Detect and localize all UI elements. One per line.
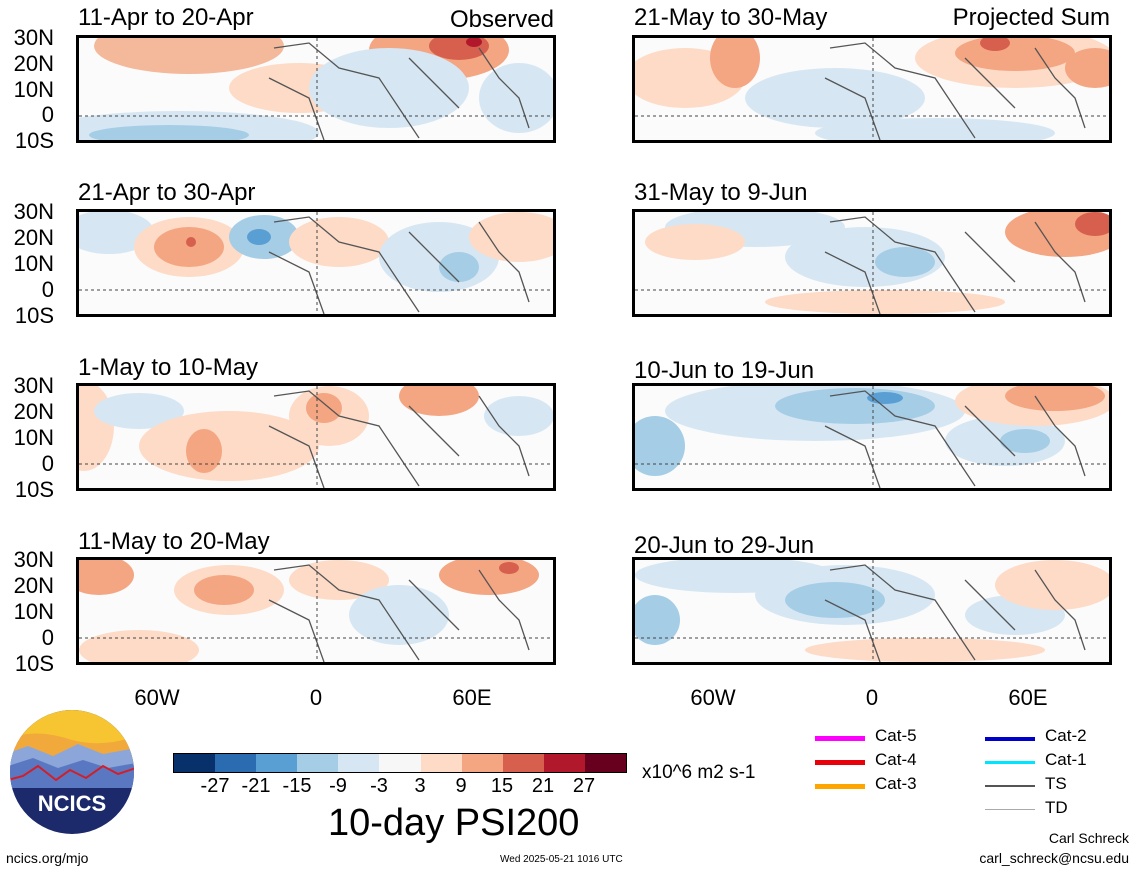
projected-sum-label: Projected Sum [952, 4, 1110, 31]
colorbar-tick: -15 [282, 775, 312, 797]
lon-label: 0 [309, 685, 323, 710]
colorbar-swatch [502, 754, 544, 772]
lon-label: 60E [452, 685, 492, 710]
map-panel [76, 209, 556, 317]
colorbar-tick: 9 [455, 775, 467, 797]
legend-label: Cat-1 [1045, 750, 1087, 769]
colorbar-swatch [256, 754, 298, 772]
lat-label: 0 [41, 102, 54, 127]
lat-label: 10S [14, 128, 54, 153]
footer-url: ncics.org/mjo [6, 850, 89, 866]
legend-line-ts [985, 785, 1035, 787]
map-svg [635, 386, 1109, 488]
legend-line-cat5 [815, 736, 865, 741]
lat-label: 10S [14, 303, 54, 328]
map-svg [79, 212, 553, 314]
colorbar-tick: 21 [531, 775, 555, 797]
colorbar [173, 753, 627, 773]
legend-label: TS [1045, 774, 1067, 793]
footer-timestamp: Wed 2025-05-21 1016 UTC [500, 854, 623, 865]
panel-title: 1-May to 10-May [78, 354, 259, 381]
colorbar-swatch [420, 754, 462, 772]
map-svg [635, 560, 1109, 662]
panel-title: 21-May to 30-May [634, 4, 828, 31]
lat-label: 20N [13, 225, 54, 250]
map-svg [635, 212, 1109, 314]
lat-label: 20N [13, 399, 54, 424]
colorbar-swatch [461, 754, 503, 772]
map-panel [632, 35, 1112, 143]
map-panel [76, 557, 556, 665]
map-panel [632, 209, 1112, 317]
panel-title: 10-Jun to 19-Jun [634, 357, 815, 384]
colorbar-swatch [543, 754, 585, 772]
colorbar-swatch [297, 754, 339, 772]
lat-label: 10N [13, 599, 54, 624]
colorbar-tick: -21 [241, 775, 271, 797]
panel-title: 11-Apr to 20-Apr [78, 4, 254, 31]
legend-label: Cat-4 [875, 750, 917, 769]
logo-svg: NCICS [10, 710, 134, 834]
colorbar-tick: -9 [329, 775, 347, 797]
colorbar-swatch [379, 754, 421, 772]
map-svg [635, 38, 1109, 140]
lat-label: 30N [13, 25, 54, 50]
map-svg [79, 38, 553, 140]
panel-title: 21-Apr to 30-Apr [78, 179, 256, 206]
observed-label: Observed [449, 6, 554, 33]
map-panel [632, 383, 1112, 491]
lat-label: 0 [41, 625, 54, 650]
legend-label: TD [1045, 798, 1068, 817]
map-svg [79, 386, 553, 488]
legend-line-cat4 [815, 760, 865, 765]
panel-title: 20-Jun to 29-Jun [634, 532, 815, 559]
lat-label: 10N [13, 251, 54, 276]
colorbar-units: x10^6 m2 s-1 [642, 762, 756, 783]
legend-label: Cat-2 [1045, 726, 1087, 745]
legend-line-cat2 [985, 737, 1035, 741]
legend-label: Cat-3 [875, 774, 917, 793]
lat-label: 30N [13, 547, 54, 572]
lat-label: 30N [13, 199, 54, 224]
lat-label: 30N [13, 373, 54, 398]
lat-label: 10N [13, 77, 54, 102]
lat-label: 10S [14, 477, 54, 502]
legend-line-cat1 [985, 761, 1035, 764]
colorbar-swatch [215, 754, 257, 772]
colorbar-swatch [584, 754, 627, 772]
colorbar-tick: -27 [200, 775, 230, 797]
colorbar-swatch [338, 754, 380, 772]
lat-label: 20N [13, 51, 54, 76]
legend-line-td [985, 809, 1035, 810]
colorbar-swatch [174, 754, 216, 772]
lon-label: 60W [690, 685, 736, 710]
footer-author: Carl Schreck [1048, 830, 1129, 846]
map-panel [76, 383, 556, 491]
lat-label: 0 [41, 451, 54, 476]
colorbar-tick: 27 [572, 775, 596, 797]
colorbar-tick: 3 [414, 775, 426, 797]
map-panel [76, 35, 556, 143]
footer-email: carl_schreck@ncsu.edu [979, 850, 1129, 866]
lon-label: 60E [1008, 685, 1048, 710]
colorbar-tick: 15 [490, 775, 514, 797]
panel-title: 11-May to 20-May [78, 528, 270, 555]
map-svg [79, 560, 553, 662]
ncics-logo: NCICS [8, 708, 136, 836]
lat-label: 20N [13, 573, 54, 598]
lon-label: 60W [134, 685, 180, 710]
lat-label: 0 [41, 277, 54, 302]
lat-label: 10N [13, 425, 54, 450]
legend-line-cat3 [815, 784, 865, 789]
legend-label: Cat-5 [875, 726, 917, 745]
lon-label: 0 [865, 685, 879, 710]
colorbar-tick: -3 [370, 775, 388, 797]
lat-label: 10S [14, 651, 54, 676]
figure-title: 10-day PSI200 [328, 802, 580, 844]
logo-text: NCICS [38, 791, 106, 816]
panel-title: 31-May to 9-Jun [634, 179, 808, 206]
map-panel [632, 557, 1112, 665]
